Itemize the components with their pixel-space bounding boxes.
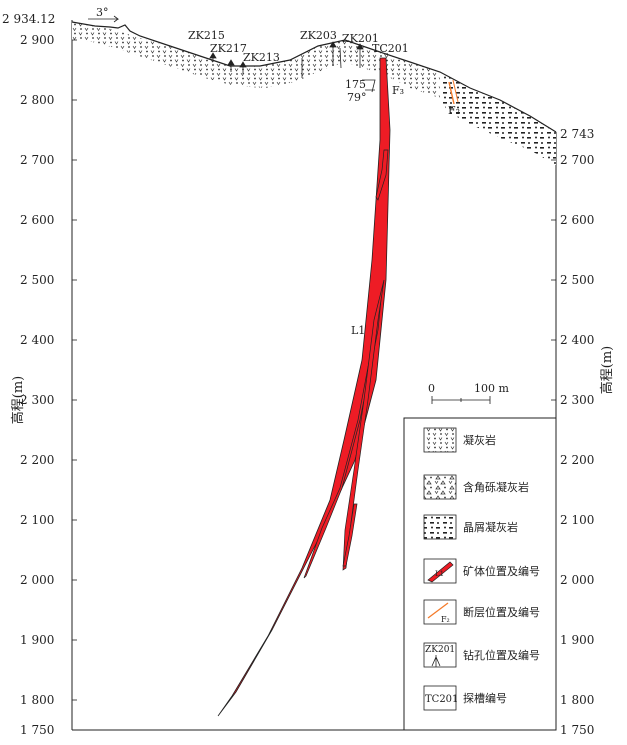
right-tick-2000: 2 000 (560, 573, 594, 587)
left-tick-2300: 2 300 (20, 393, 54, 407)
legend-borehole-code: ZK201 (425, 645, 455, 655)
right-tick-2200: 2 200 (560, 453, 594, 467)
right-tick-2400: 2 400 (560, 333, 594, 347)
right-tick-2500: 2 500 (560, 273, 594, 287)
fault-f2-line (448, 81, 455, 105)
top-dip-label: 3° (96, 6, 109, 19)
legend-label-trench: 探槽编号 (463, 691, 507, 705)
borehole-symbol-zk217 (227, 59, 235, 72)
left-tick-1900: 1 900 (20, 633, 54, 647)
dip-angle-label: 79° (347, 91, 367, 104)
legend-swatch-crystal-tuff (423, 514, 457, 540)
borehole-symbol-zk215 (209, 52, 217, 62)
borehole-symbol-zk213 (239, 61, 247, 74)
orebody-label: L1 (351, 324, 365, 337)
left-tick-2700: 2 700 (20, 153, 54, 167)
dip-symbol (362, 79, 376, 93)
trench-label: TC201 (372, 42, 409, 55)
left-tick-2800: 2 800 (20, 93, 54, 107)
right-tick-2700: 2 700 (560, 153, 594, 167)
top-dip-arrow (88, 15, 120, 23)
right-tick-1800: 1 800 (560, 693, 594, 707)
left-tick-2200: 2 200 (20, 453, 54, 467)
left-tick-1800: 1 800 (20, 693, 54, 707)
legend-trench-code: TC201 (425, 694, 458, 705)
right-tick-1750: 1 750 (560, 723, 594, 737)
orebody-lens-bottom (342, 503, 358, 567)
right-tick-2100: 2 100 (560, 513, 594, 527)
left-axis-top-value: 2 934.12 (2, 12, 55, 26)
borehole-label-zk201: ZK201 (342, 32, 379, 45)
fault-f3-label: F₃ (392, 84, 404, 97)
borehole-label-zk203: ZK203 (300, 29, 337, 42)
legend-label-crystal-tuff: 晶屑凝灰岩 (463, 520, 518, 534)
orebody-lens-upper (375, 149, 389, 201)
right-axis: 2 743 2 700 2 600 2 500 2 400 2 300 2 20… (551, 127, 615, 737)
scale-bar: 0 100 m (428, 382, 509, 404)
scale-zero: 0 (428, 382, 435, 395)
borehole-label-zk213: ZK213 (243, 51, 280, 64)
ground-surface (71, 21, 557, 133)
dip-azimuth-label: 175 (345, 78, 366, 91)
legend-label-tuff: 凝灰岩 (463, 433, 496, 447)
fault-f2-line-2 (452, 79, 459, 103)
right-axis-top-value: 2 743 (560, 127, 594, 141)
orebody-lens-lower (342, 279, 385, 571)
legend-swatch-breccia-tuff (423, 474, 457, 500)
left-tick-1750: 1 750 (20, 723, 54, 737)
legend-label-borehole: 钻孔位置及编号 (463, 648, 540, 662)
borehole-symbol-zk203 (329, 41, 337, 66)
legend-orebody-code: L1 (435, 570, 444, 578)
legend-label-fault: 断层位置及编号 (463, 605, 540, 619)
fault-f2-label: F₂ (448, 104, 460, 117)
borehole-trace-2 (339, 47, 342, 69)
legend-swatch-fault-frame (423, 599, 457, 625)
left-tick-2400: 2 400 (20, 333, 54, 347)
left-axis-title: 高程(m) (10, 376, 26, 424)
legend-swatch-trench-frame (423, 685, 457, 711)
borehole-symbol-zk201 (356, 43, 364, 68)
crystal-tuff-layer (440, 72, 556, 165)
right-tick-2300: 2 300 (560, 393, 594, 407)
left-tick-2000: 2 000 (20, 573, 54, 587)
boreholes: ZK215 ZK217 ZK213 ZK203 ZK201 (188, 29, 379, 78)
right-tick-2600: 2 600 (560, 213, 594, 227)
legend-label-orebody: 矿体位置及编号 (463, 564, 540, 578)
legend: 凝灰岩 含角砾凝灰岩 晶屑凝灰岩 L1 矿体位置及编号 F₂ 断层位置及编号 Z… (403, 417, 557, 731)
legend-swatch-tuff (423, 427, 457, 453)
orebody-l1 (217, 57, 391, 717)
borehole-label-zk217: ZK217 (210, 42, 247, 55)
right-tick-1900: 1 900 (560, 633, 594, 647)
legend-swatch-fault (427, 602, 449, 619)
scale-label: 100 m (474, 382, 509, 395)
left-tick-2600: 2 600 (20, 213, 54, 227)
left-tick-2500: 2 500 (20, 273, 54, 287)
left-tick-2900: 2 900 (20, 33, 54, 47)
left-axis: 2 934.12 2 900 2 800 2 700 2 600 2 500 2… (2, 12, 77, 737)
left-tick-2100: 2 100 (20, 513, 54, 527)
legend-swatch-borehole-frame (423, 642, 457, 668)
legend-label-breccia-tuff: 含角砾凝灰岩 (463, 480, 529, 494)
right-axis-title: 高程(m) (599, 346, 615, 394)
borehole-label-zk215: ZK215 (188, 29, 225, 42)
legend-fault-code: F₂ (441, 615, 450, 624)
legend-swatch-borehole (431, 655, 441, 667)
legend-swatch-orebody (427, 561, 454, 583)
